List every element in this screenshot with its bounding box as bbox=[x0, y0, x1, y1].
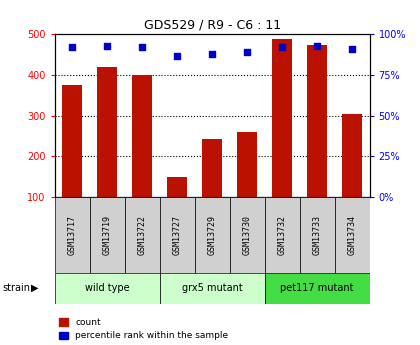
Bar bbox=[160, 273, 265, 304]
Bar bbox=[307, 45, 327, 197]
Bar bbox=[55, 273, 160, 304]
Bar bbox=[160, 197, 194, 273]
Text: grx5 mutant: grx5 mutant bbox=[182, 283, 242, 293]
Point bbox=[104, 43, 110, 49]
Point bbox=[174, 53, 181, 58]
Bar bbox=[265, 197, 299, 273]
Text: ▶: ▶ bbox=[31, 283, 39, 293]
Text: GSM13732: GSM13732 bbox=[278, 215, 286, 255]
Bar bbox=[55, 197, 89, 273]
Legend: count, percentile rank within the sample: count, percentile rank within the sample bbox=[59, 318, 228, 341]
Point bbox=[69, 45, 76, 50]
Bar bbox=[132, 75, 152, 197]
Text: GSM13727: GSM13727 bbox=[173, 215, 181, 255]
Bar bbox=[342, 114, 362, 197]
Bar bbox=[125, 197, 160, 273]
Bar bbox=[230, 197, 265, 273]
Text: pet117 mutant: pet117 mutant bbox=[281, 283, 354, 293]
Text: GSM13734: GSM13734 bbox=[348, 215, 357, 255]
Point bbox=[349, 46, 355, 52]
Text: GSM13733: GSM13733 bbox=[312, 215, 322, 255]
Bar bbox=[273, 39, 292, 197]
Bar bbox=[237, 132, 257, 197]
Bar bbox=[202, 139, 222, 197]
Point bbox=[279, 45, 286, 50]
Point bbox=[139, 45, 145, 50]
Bar bbox=[63, 85, 82, 197]
Title: GDS529 / R9 - C6 : 11: GDS529 / R9 - C6 : 11 bbox=[144, 19, 281, 32]
Text: GSM13729: GSM13729 bbox=[207, 215, 217, 255]
Text: GSM13719: GSM13719 bbox=[102, 215, 112, 255]
Text: GSM13717: GSM13717 bbox=[68, 215, 76, 255]
Bar bbox=[168, 177, 187, 197]
Bar bbox=[265, 273, 370, 304]
Point bbox=[314, 43, 320, 49]
Text: wild type: wild type bbox=[85, 283, 129, 293]
Text: GSM13730: GSM13730 bbox=[243, 215, 252, 255]
Text: strain: strain bbox=[2, 283, 30, 293]
Bar bbox=[97, 67, 117, 197]
Bar bbox=[335, 197, 370, 273]
Bar bbox=[194, 197, 230, 273]
Text: GSM13722: GSM13722 bbox=[138, 215, 147, 255]
Bar bbox=[299, 197, 335, 273]
Point bbox=[244, 50, 250, 55]
Point bbox=[209, 51, 215, 57]
Bar bbox=[89, 197, 125, 273]
